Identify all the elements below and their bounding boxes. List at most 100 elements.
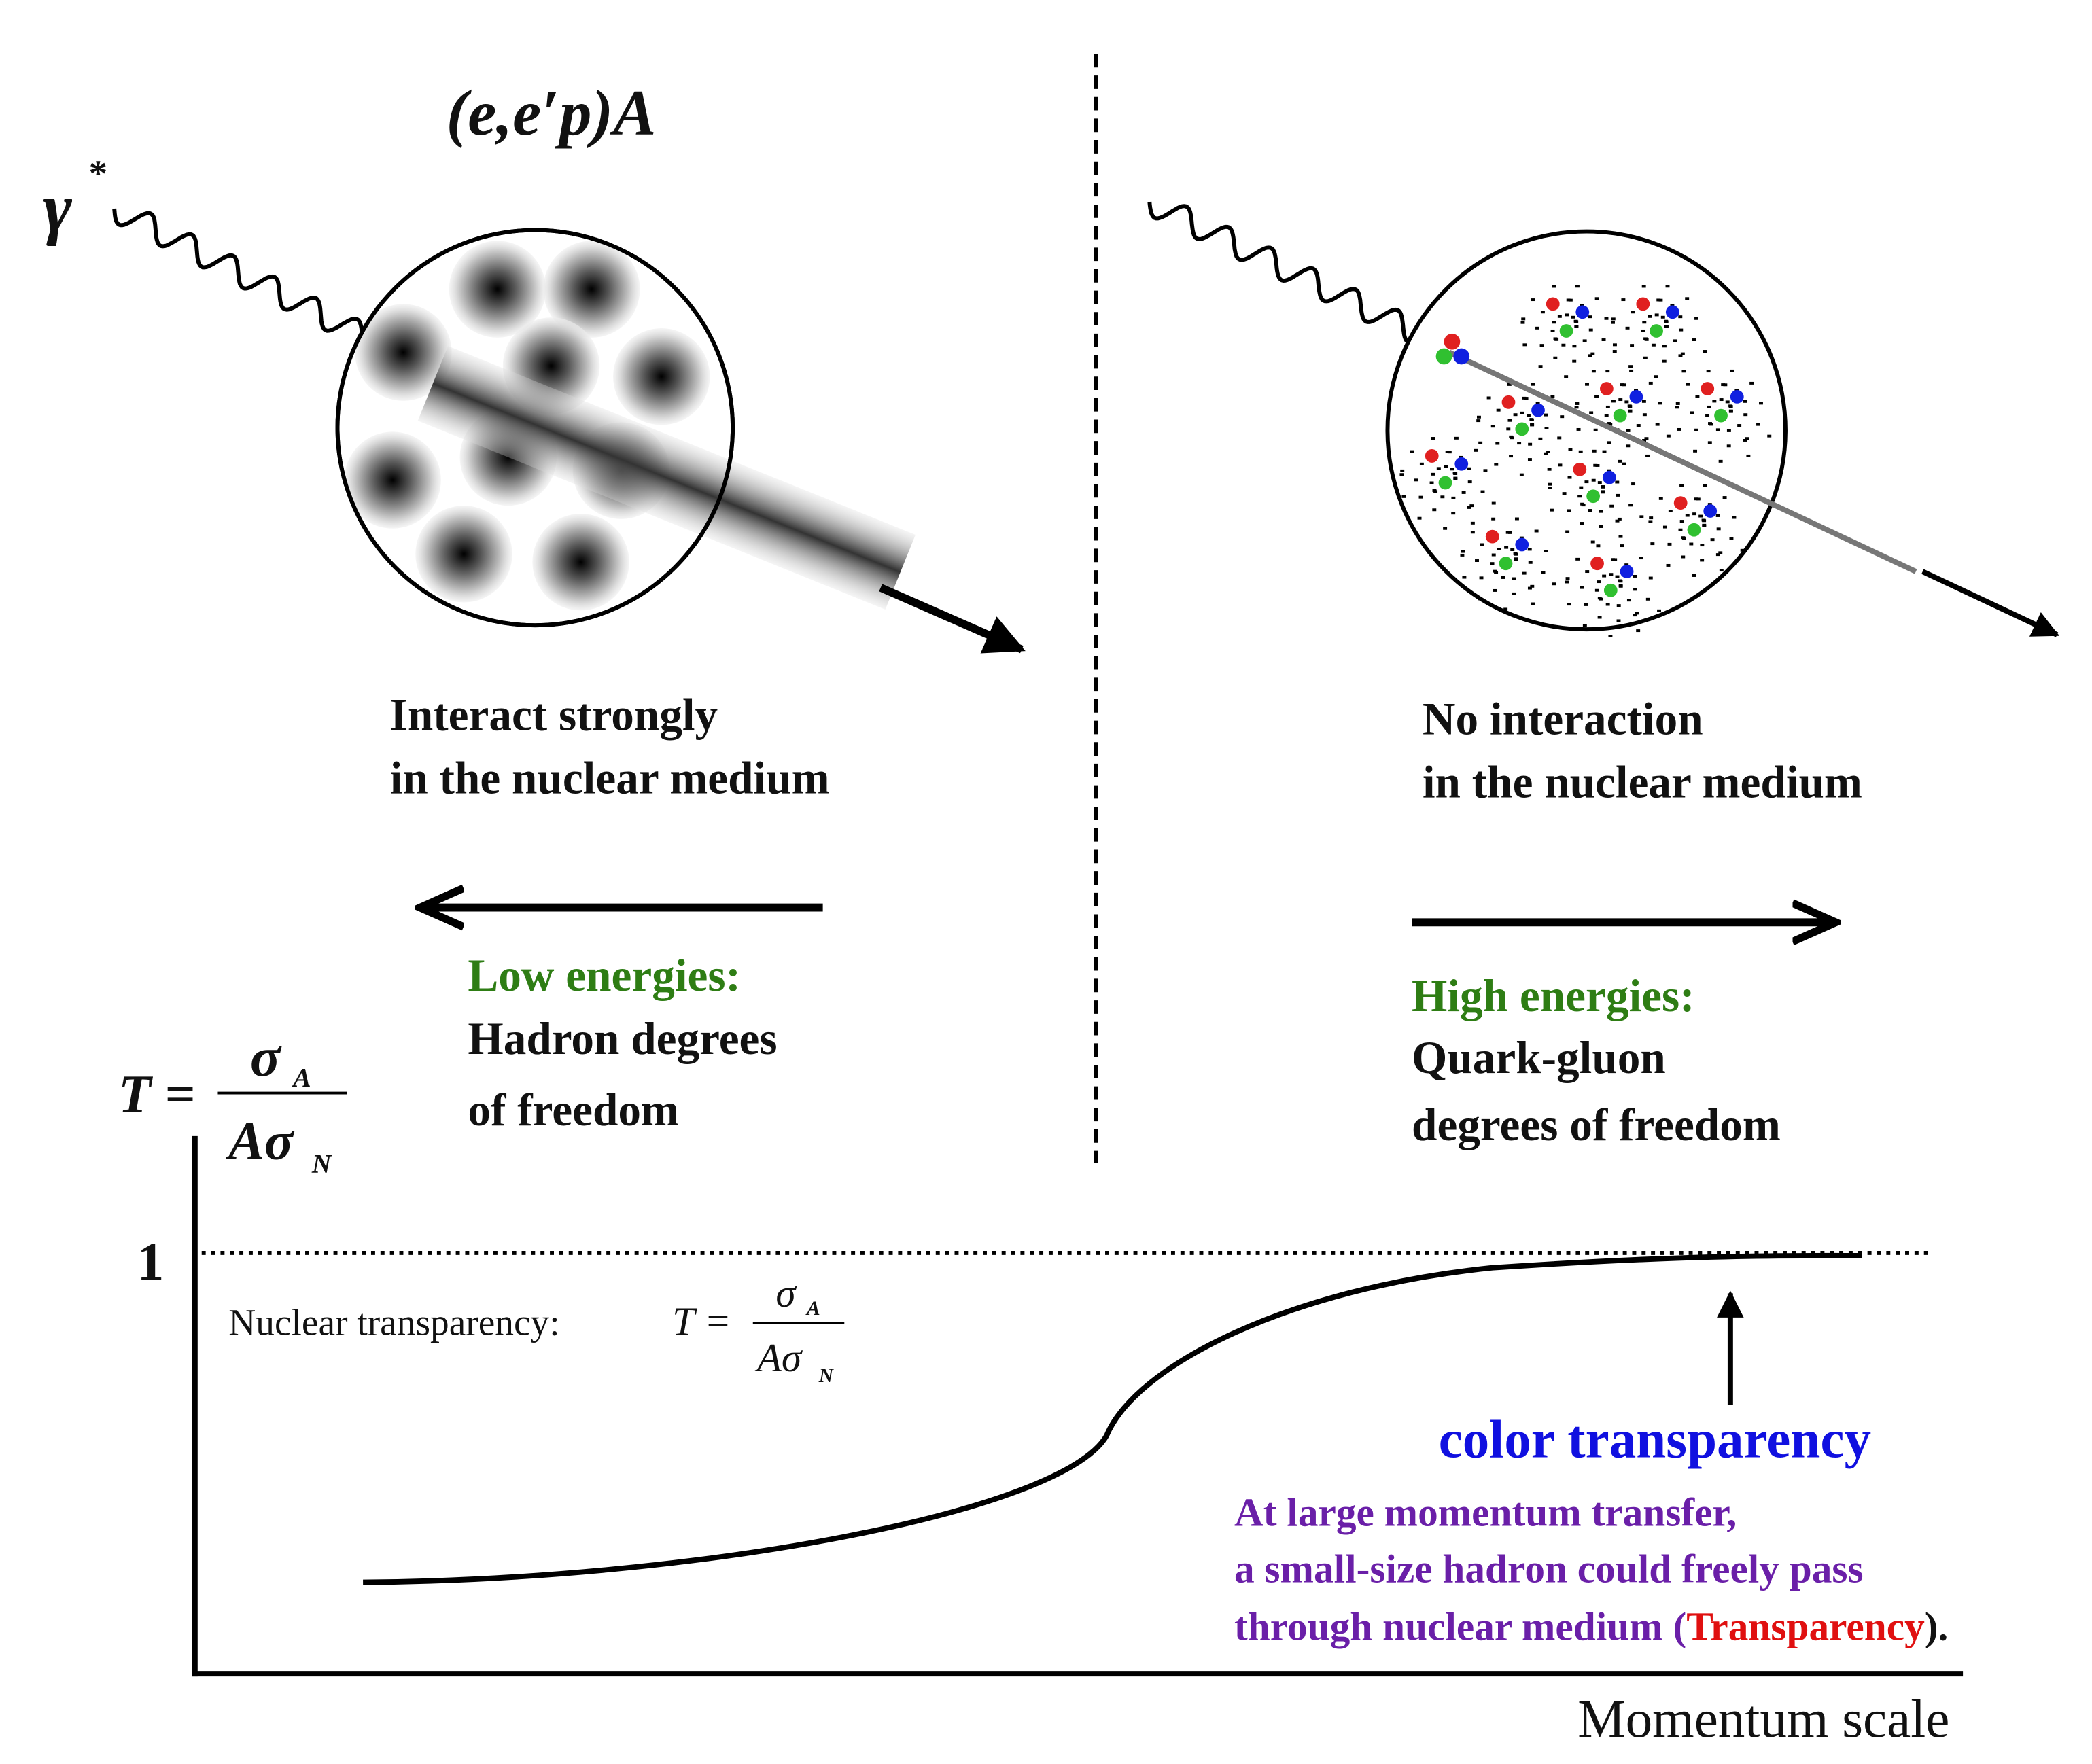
gluon-dot [1460, 553, 1465, 557]
outgoing-arrow [879, 584, 1026, 654]
gluon-dot [1531, 298, 1535, 302]
gluon-dot [1618, 584, 1623, 587]
quark [1599, 382, 1614, 395]
gluon-dot [1535, 402, 1540, 405]
gluon-dot [1562, 492, 1567, 495]
gluon-dot [1679, 520, 1684, 523]
caption-line: in the nuclear medium [1423, 756, 1862, 807]
gluon-dot [1443, 527, 1448, 530]
gluon-dot [1622, 462, 1626, 465]
gluon-dot [1593, 463, 1598, 467]
gluon-dot [1544, 550, 1548, 552]
transparency-curve [363, 1252, 1862, 1585]
gluon-dot [1679, 484, 1684, 487]
gluon-dot [1588, 354, 1592, 357]
gluon-dot [1712, 400, 1717, 403]
gluon-dot [1522, 396, 1527, 400]
gluon-dot [1590, 352, 1595, 355]
gluon-dot [1519, 536, 1524, 540]
gluon-dot [1607, 469, 1611, 472]
gluon-dot [1666, 563, 1671, 567]
gluon-dot [1588, 315, 1592, 319]
gluon-dot [1431, 472, 1435, 476]
gluon-dot [1715, 514, 1720, 517]
gluon-dot [1476, 415, 1481, 419]
gluon-dot [1483, 469, 1488, 472]
gluon-dot [1700, 544, 1705, 547]
gluon-dot [1707, 503, 1712, 506]
gluon-dot [1728, 409, 1733, 412]
gluon-dot [1662, 525, 1667, 529]
gluon-dot [1582, 624, 1587, 627]
gluon-dot [1576, 427, 1581, 431]
energy-title: Low energies: [468, 950, 741, 1001]
gluon-dot [1641, 329, 1645, 332]
formula-denominator: Aσ [754, 1335, 803, 1380]
quark [1620, 565, 1634, 578]
gluon-dot [1490, 425, 1495, 428]
gluon-dot [1512, 592, 1516, 595]
caption-line: in the nuclear medium [390, 752, 830, 803]
gluon-dot [1706, 370, 1711, 373]
gluon-dot [1643, 356, 1648, 359]
gluon-dot [1553, 356, 1558, 359]
gluon-dot [1419, 462, 1424, 465]
gluon-dot [1476, 419, 1481, 423]
gluon-dot [1605, 405, 1610, 408]
gluon-dot [1631, 482, 1636, 486]
gluon-dot [1530, 423, 1535, 426]
gluon-dot [1401, 495, 1406, 498]
gluon-dot [1664, 325, 1669, 328]
quark [1665, 305, 1679, 319]
gluon-dot [1414, 478, 1418, 482]
gluon-dot [1635, 612, 1639, 615]
gluon-dot [1592, 449, 1597, 453]
gluon-dot [1651, 343, 1656, 347]
gluon-dot [1520, 411, 1524, 414]
gluon-dot [1657, 609, 1662, 612]
gluon-dot [1524, 397, 1529, 400]
nucleon [355, 304, 452, 401]
unity-label: 1 [137, 1233, 164, 1292]
gluon-dot [1633, 588, 1637, 591]
gluon-dot [1660, 315, 1665, 319]
gluon-dot [1615, 519, 1620, 523]
gluon-dot [1617, 517, 1622, 521]
gluon-dot [1700, 559, 1705, 562]
gluon-dot [1664, 319, 1669, 323]
gluon-dot [1655, 423, 1660, 426]
gluon-dot [1547, 468, 1552, 471]
gluon-dot [1538, 365, 1543, 368]
gluon-dot [1620, 544, 1624, 548]
gluon-dot [1626, 429, 1631, 432]
gluon-dot [1564, 375, 1569, 378]
gluon-dot [1469, 504, 1474, 508]
gluon-dot [1580, 304, 1584, 307]
reaction-label: (e,e′p)A [447, 77, 657, 149]
gluon-dot [1696, 497, 1701, 501]
annotation-text: a small-size hadron could freely pass [1234, 1547, 1864, 1591]
gluon-dot [1611, 321, 1615, 324]
gluon-dot [1567, 509, 1571, 512]
gluon-dot [1417, 516, 1422, 520]
gluon-dot [1509, 455, 1514, 458]
gluon-dot [1528, 561, 1533, 564]
nucleon [415, 506, 512, 603]
gluon-dot [1550, 329, 1555, 332]
gluon-dot [1642, 439, 1647, 442]
gluon-dot [1575, 285, 1580, 288]
gluon-dot [1512, 577, 1516, 580]
gluon-dot [1399, 473, 1404, 476]
gluon-dot [1678, 528, 1683, 531]
gluon-dot [1590, 540, 1595, 544]
gluon-dot [1694, 428, 1698, 431]
gluon-dot [1453, 476, 1458, 480]
gluon-dot [1636, 424, 1641, 427]
gluon-dot [1743, 439, 1747, 442]
gluon-dot [1707, 405, 1711, 408]
gluon-dot [1491, 517, 1496, 521]
gluon-dot [1685, 297, 1690, 300]
nucleon [613, 328, 710, 425]
gluon-dot [1582, 339, 1587, 342]
gluon-dot [1679, 328, 1684, 332]
